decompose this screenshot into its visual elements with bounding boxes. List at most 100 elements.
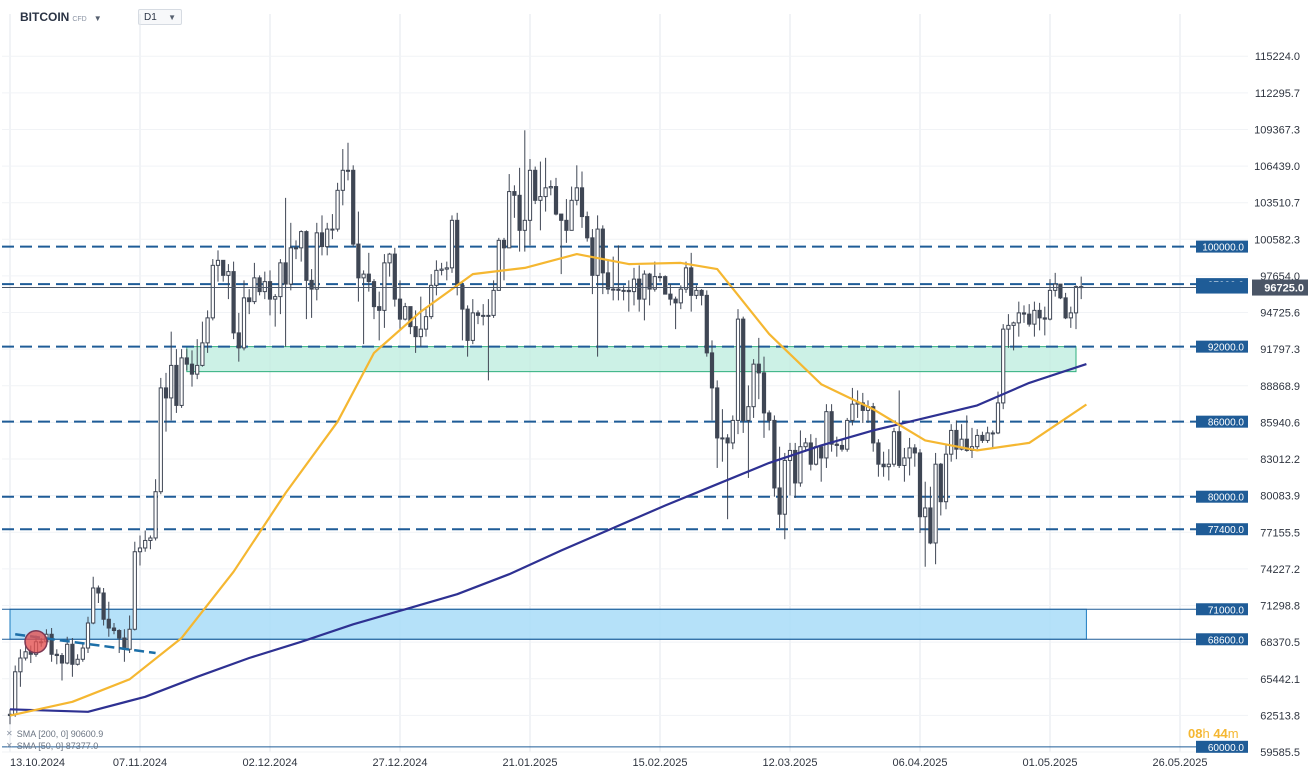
candle-up <box>813 446 819 465</box>
candle-up <box>985 432 990 441</box>
candle-down <box>699 289 704 296</box>
candle-up <box>1047 289 1053 320</box>
candle-up <box>730 419 735 444</box>
candle-down <box>741 318 746 421</box>
candle-down <box>49 633 54 655</box>
timeframe-selector[interactable]: D1 ▼ <box>138 9 182 25</box>
candle-up <box>657 276 663 279</box>
close-icon[interactable]: ✕ <box>6 741 13 750</box>
candle-down <box>366 273 371 283</box>
countdown-minutes: 44 <box>1213 726 1228 741</box>
candle-down <box>600 228 605 274</box>
candle-down <box>351 169 356 245</box>
x-tick-label: 02.12.2024 <box>242 757 297 769</box>
y-tick-label: 94725.6 <box>1260 308 1300 320</box>
symbol-selector[interactable]: BITCOIN CFD ▼ <box>20 10 102 24</box>
candle-down <box>585 216 590 239</box>
y-tick-label: 80083.9 <box>1260 491 1300 503</box>
y-tick-label: 100582.3 <box>1254 234 1300 246</box>
candle-down <box>829 411 834 445</box>
candle-down <box>912 447 917 454</box>
candle-up <box>1011 322 1016 326</box>
candle-up <box>278 262 283 298</box>
candle-up <box>902 457 907 466</box>
candle-down <box>980 434 985 441</box>
candle-down <box>761 372 767 414</box>
candle-up <box>751 363 756 408</box>
candle-down <box>184 357 189 365</box>
symbol-tag: CFD <box>72 16 87 23</box>
candle-up <box>361 273 366 279</box>
candle-up <box>611 288 616 291</box>
candle-down <box>767 412 772 421</box>
candle-down <box>663 276 668 295</box>
candle-down <box>834 443 839 446</box>
candle-down <box>938 463 943 503</box>
candle-up <box>429 284 434 318</box>
candle-down <box>117 630 122 639</box>
candle-down <box>647 273 652 290</box>
level-badge <box>1196 240 1248 253</box>
y-tick-label: 103510.7 <box>1254 198 1300 210</box>
candle-down <box>257 277 262 293</box>
candle-up <box>273 296 278 300</box>
candle-down <box>917 452 923 518</box>
candle-up <box>522 219 527 231</box>
candle-down <box>559 213 564 221</box>
candle-up <box>975 434 980 448</box>
x-tick-label: 27.12.2024 <box>372 757 427 769</box>
level-badge <box>1196 490 1248 503</box>
candle-down <box>839 444 845 450</box>
symbol-name: BITCOIN <box>20 10 70 24</box>
candle-down <box>1042 317 1047 320</box>
x-tick-label: 06.04.2025 <box>892 757 947 769</box>
candle-down <box>928 507 933 544</box>
indicator-sma50[interactable]: ✕ SMA [50, 0] 87377.0 <box>6 740 103 752</box>
candle-up <box>1016 312 1021 324</box>
candle-up <box>824 411 829 459</box>
candle-up <box>288 247 293 285</box>
candle-up <box>75 658 80 665</box>
sma200-line <box>9 363 1087 713</box>
candle-up <box>678 288 683 304</box>
level-badge-label: 86000.0 <box>1208 418 1245 429</box>
candle-countdown: 08h 44m <box>1188 726 1239 741</box>
y-tick-label: 83012.2 <box>1260 454 1300 466</box>
current-price-label: 96725.0 <box>1264 283 1304 295</box>
close-icon[interactable]: ✕ <box>6 729 13 738</box>
candle-down <box>673 298 678 304</box>
candle-up <box>215 259 221 266</box>
candle-down <box>59 655 65 664</box>
candle-down <box>356 243 361 279</box>
x-tick-label: 26.05.2025 <box>1152 757 1207 769</box>
level-badge-label: 68600.0 <box>1208 635 1245 646</box>
level-badge <box>1196 633 1248 646</box>
candle-up <box>132 551 137 630</box>
candle-down <box>371 281 377 308</box>
indicator-sma200[interactable]: ✕ SMA [200, 0] 90600.9 <box>6 728 103 740</box>
candle-up <box>1068 312 1073 319</box>
y-tick-label: 68370.5 <box>1260 637 1300 649</box>
candle-up <box>574 187 579 201</box>
candle-down <box>808 442 813 465</box>
level-badge-label: 60000.0 <box>1208 743 1245 754</box>
candle-up <box>1006 324 1011 330</box>
candle-down <box>267 281 273 300</box>
x-tick-label: 21.01.2025 <box>502 757 557 769</box>
candle-up <box>65 643 70 664</box>
candle-up <box>148 537 153 541</box>
candle-up <box>91 587 96 624</box>
indicator-sma200-label: SMA [200, 0] 90600.9 <box>16 729 104 739</box>
candle-up <box>569 199 574 231</box>
candle-down <box>283 262 288 285</box>
candle-up <box>403 306 408 320</box>
candle-up <box>1032 309 1037 325</box>
candle-up <box>127 628 132 650</box>
candle-up <box>210 264 215 319</box>
candle-up <box>241 297 247 349</box>
candle-up <box>434 269 439 286</box>
candle-up <box>158 387 163 493</box>
candle-down <box>475 312 481 316</box>
candle-up <box>18 657 23 673</box>
